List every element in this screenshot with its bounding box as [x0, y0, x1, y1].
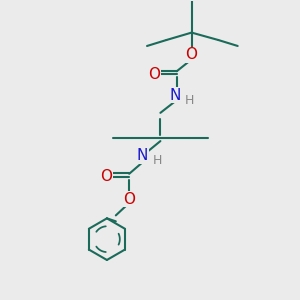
Text: H: H [185, 94, 194, 106]
Text: O: O [148, 67, 160, 82]
Text: O: O [100, 169, 112, 184]
Text: N: N [137, 148, 148, 164]
Text: O: O [123, 191, 135, 206]
Text: H: H [152, 154, 162, 167]
Text: N: N [169, 88, 181, 103]
Text: O: O [186, 47, 198, 62]
